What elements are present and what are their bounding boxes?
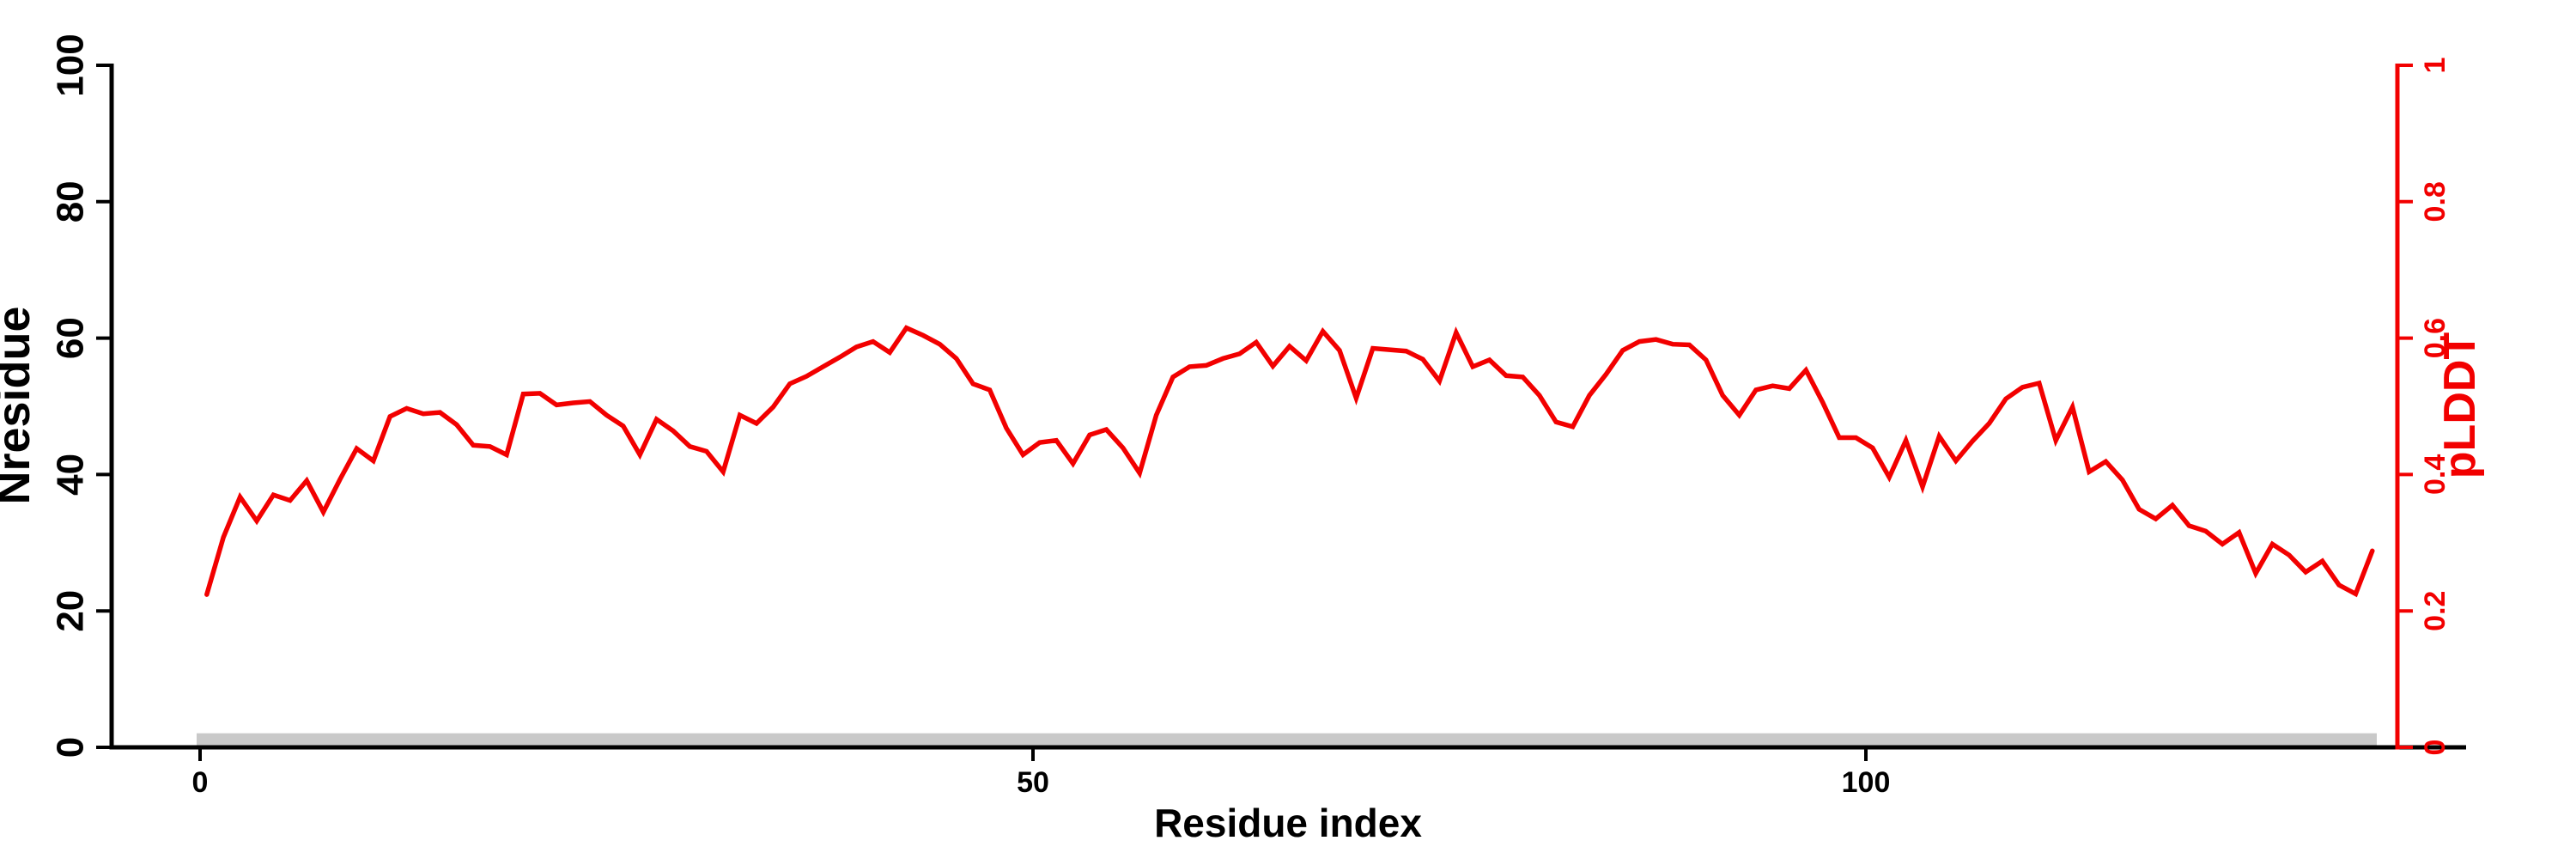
y-axis-left-title: Nresidue (0, 306, 39, 504)
x-axis-title: Residue index (1154, 801, 1422, 845)
y-axis-right-title: pLDDT (2435, 332, 2485, 479)
y-left-tick-label: 60 (50, 317, 92, 359)
y-right-tick-label: 0 (2419, 740, 2451, 756)
y-left-tick-label: 40 (50, 454, 92, 496)
y-right-tick-label: 0.4 (2419, 454, 2451, 495)
x-tick-label: 50 (1017, 766, 1049, 799)
y-right-tick-label: 0.8 (2419, 181, 2451, 222)
y-left-tick-label: 80 (50, 180, 92, 222)
y-right-tick-label: 0.2 (2419, 591, 2451, 631)
y-axis-left-ticks: 0 20 40 60 80 100 (50, 34, 112, 758)
x-tick-label: 0 (192, 766, 209, 799)
plddt-curve-group (204, 325, 2375, 598)
y-axis-right-ticks: 0 0.2 0.4 0.6 0.8 1 (2397, 58, 2451, 756)
y-left-tick-label: 100 (50, 34, 92, 96)
y-right-tick-label: 0.6 (2419, 318, 2451, 358)
x-tick-label: 100 (1842, 766, 1891, 799)
baseline-band (197, 733, 2377, 748)
plddt-line (204, 325, 2375, 598)
y-left-tick-label: 20 (50, 590, 92, 632)
baseline-band-group (197, 733, 2377, 748)
y-right-tick-label: 1 (2419, 58, 2451, 74)
x-axis-ticks: 0 50 100 (192, 747, 1891, 799)
y-left-tick-label: 0 (50, 737, 92, 758)
